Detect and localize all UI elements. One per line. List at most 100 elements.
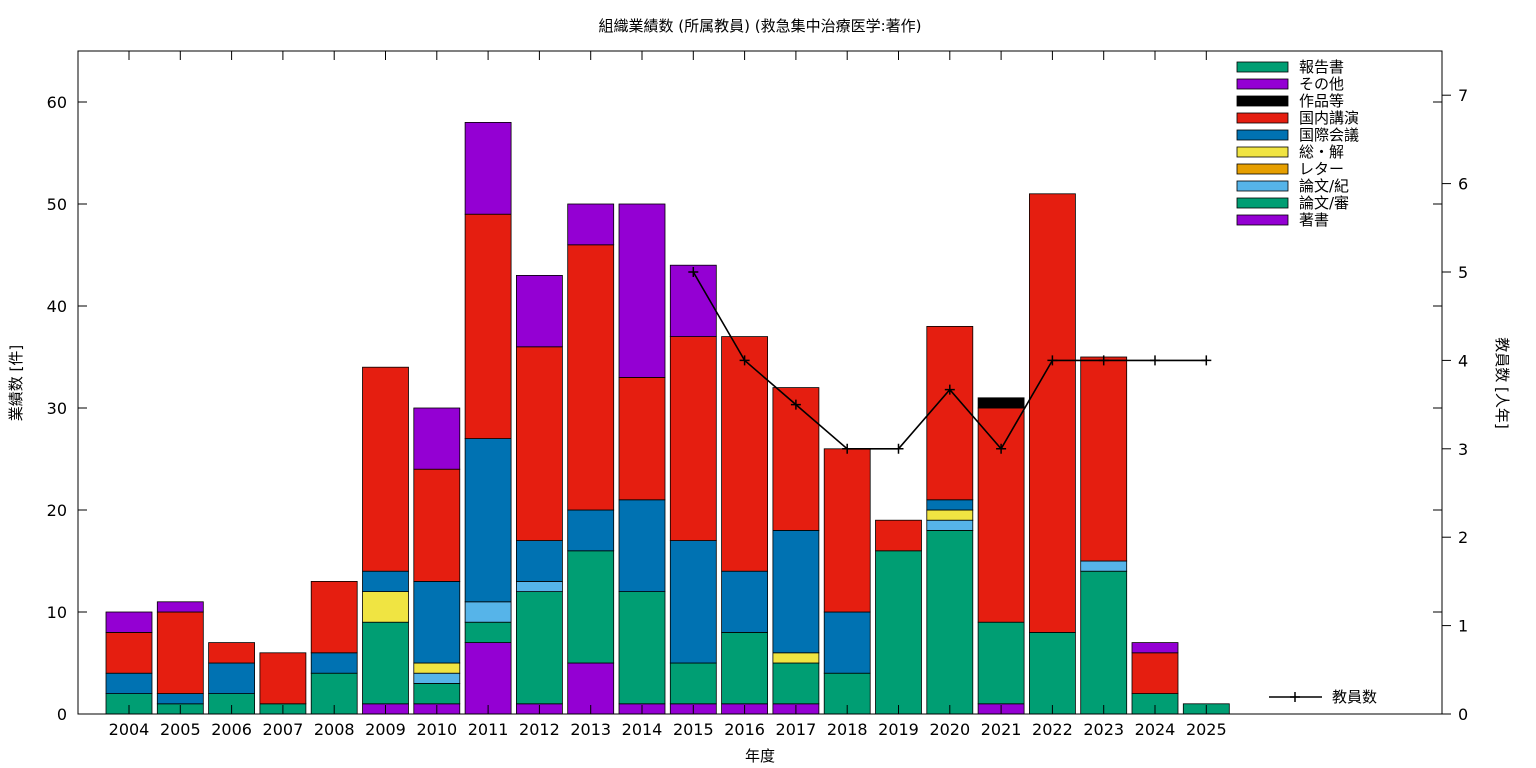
bar-segment [413, 581, 461, 664]
bar-segment [516, 581, 563, 593]
line-point [944, 384, 955, 395]
bar-segment [772, 530, 820, 654]
line-point [1201, 355, 1212, 366]
x-tick-label: 2016 [724, 720, 765, 739]
bar-segment [413, 468, 461, 582]
bar-segment [669, 540, 717, 664]
x-tick-label: 2025 [1186, 720, 1227, 739]
y2-tick-label: 7 [1458, 86, 1468, 105]
bar-segment [156, 693, 204, 705]
legend-label: 国際会議 [1299, 126, 1359, 144]
bar-segment [105, 611, 153, 633]
bar-segment [413, 407, 461, 470]
bar-segment [669, 336, 717, 542]
bar-segment [362, 591, 409, 623]
line-point [893, 443, 904, 454]
bar-segment [1131, 642, 1179, 654]
bar-segment [516, 274, 563, 348]
bar-segment [310, 652, 358, 674]
y-tick-label: 20 [47, 501, 67, 520]
bar-segment [618, 591, 666, 705]
bar-segment [1080, 356, 1128, 562]
y-tick-label: 60 [47, 93, 67, 112]
legend-swatch [1236, 197, 1289, 209]
bar-segment [464, 621, 512, 644]
bar-segment [618, 499, 666, 592]
bar-segment [413, 662, 461, 674]
y2-tick-label: 0 [1458, 705, 1468, 724]
bars-layer [105, 122, 1230, 715]
bar-segment [464, 601, 512, 623]
line-point [790, 399, 801, 410]
bar-segment [567, 244, 615, 511]
legend-swatch [1236, 95, 1289, 107]
bar-segment [259, 652, 307, 705]
legend-label: レター [1299, 160, 1344, 178]
legend-label: 報告書 [1299, 58, 1344, 76]
legend-line-label: 教員数 [1332, 688, 1377, 706]
bar-segment [310, 581, 358, 654]
axes-layer: 0 10 20 30 40 50 60 0 1 2 3 4 5 6 7 2004 2005 2006 2007 200… [47, 51, 1468, 739]
x-tick-label: 2004 [109, 720, 150, 739]
legend-label: 論文/審 [1299, 194, 1349, 212]
bar-segment [926, 499, 974, 511]
bar-segment [926, 325, 974, 501]
x-tick-label: 2021 [981, 720, 1022, 739]
line-point [739, 355, 750, 366]
bar-segment [875, 550, 922, 715]
bar-segment [977, 407, 1025, 623]
y-tick-label: 0 [57, 705, 67, 724]
bar-segment [567, 509, 615, 552]
x-tick-label: 2012 [519, 720, 560, 739]
line-point [1098, 355, 1109, 366]
y2-tick-label: 4 [1458, 351, 1468, 370]
y-tick-label: 40 [47, 297, 67, 316]
bar-segment [721, 570, 768, 633]
legend-swatch [1236, 129, 1289, 141]
bar-segment [464, 438, 512, 603]
x-tick-label: 2017 [776, 720, 817, 739]
legend-label: その他 [1299, 75, 1344, 93]
y2-tick-label: 1 [1458, 617, 1468, 636]
bar-segment [208, 642, 256, 664]
legend-swatch [1236, 146, 1289, 158]
chart-title: 組織業績数 (所属教員) (救急集中治療医学:著作) [598, 17, 921, 35]
legend-line-marker [1290, 692, 1300, 702]
x-tick-label: 2023 [1083, 720, 1124, 739]
bar-segment [464, 122, 512, 215]
x-tick-label: 2005 [160, 720, 201, 739]
bar-segment [926, 519, 974, 531]
x-tick-label: 2009 [365, 720, 406, 739]
x-tick-label: 2020 [929, 720, 970, 739]
bar-segment [362, 621, 409, 705]
bar-segment [1029, 193, 1076, 633]
bar-segment [413, 672, 461, 684]
y2-tick-label: 6 [1458, 175, 1468, 194]
x-axis-label: 年度 [745, 747, 775, 765]
x-tick-label: 2019 [878, 720, 919, 739]
x-tick-label: 2018 [827, 720, 868, 739]
bar-segment [464, 213, 512, 439]
line-point [1150, 355, 1160, 366]
bar-segment [516, 346, 563, 541]
bar-segment [362, 570, 409, 593]
legend-label: 国内講演 [1299, 109, 1359, 127]
bar-segment [567, 203, 615, 246]
y2-tick-label: 2 [1458, 528, 1468, 547]
bar-segment [721, 632, 768, 705]
bar-segment [105, 632, 153, 674]
bar-segment [875, 519, 922, 552]
bar-segment [208, 662, 256, 695]
line-point [842, 443, 853, 454]
bar-segment [1131, 652, 1179, 694]
legend-label: 作品等 [1299, 92, 1344, 110]
plot-frame [77, 50, 1443, 715]
bar-segment [926, 530, 974, 715]
line-point [688, 267, 699, 277]
x-tick-label: 2014 [622, 720, 663, 739]
bar-segment [977, 621, 1025, 705]
y2-axis-label: 教員数 [人年] [1493, 337, 1511, 428]
bar-segment [772, 662, 820, 705]
legend-label: 論文/紀 [1299, 177, 1349, 195]
